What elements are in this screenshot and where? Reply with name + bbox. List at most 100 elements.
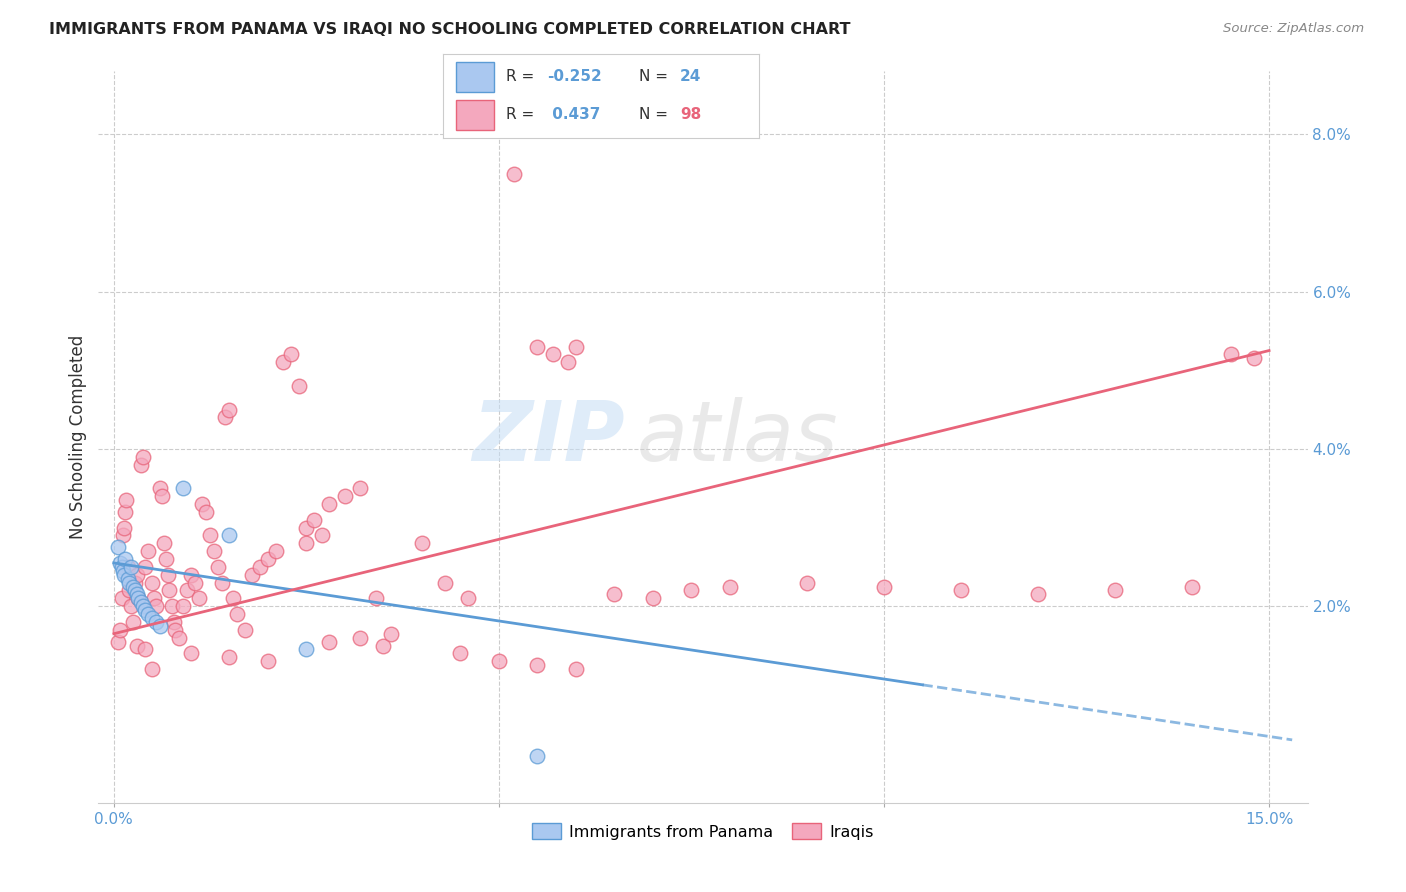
Point xyxy=(233,623,256,637)
Point xyxy=(114,552,136,566)
Point xyxy=(187,591,209,606)
Point xyxy=(211,575,233,590)
Point xyxy=(311,528,333,542)
Point xyxy=(125,639,148,653)
Point xyxy=(114,505,136,519)
Point xyxy=(565,340,588,354)
Point xyxy=(1181,580,1204,594)
Point xyxy=(681,583,703,598)
Point xyxy=(449,646,471,660)
Text: N =: N = xyxy=(640,69,673,84)
Point xyxy=(127,591,149,606)
Point xyxy=(117,559,139,574)
Point xyxy=(153,536,176,550)
Point xyxy=(115,493,138,508)
Point xyxy=(1243,351,1265,366)
Point xyxy=(172,599,194,614)
Point xyxy=(122,580,145,594)
Point xyxy=(641,591,664,606)
Point xyxy=(603,587,626,601)
Point xyxy=(191,497,214,511)
Point xyxy=(242,567,264,582)
Point xyxy=(873,580,896,594)
Point xyxy=(134,603,156,617)
Point xyxy=(160,599,183,614)
Point xyxy=(257,552,280,566)
Text: Source: ZipAtlas.com: Source: ZipAtlas.com xyxy=(1223,22,1364,36)
Text: N =: N = xyxy=(640,107,673,122)
Point xyxy=(488,654,510,668)
Point xyxy=(141,662,163,676)
Point xyxy=(112,567,135,582)
Point xyxy=(380,626,402,640)
Point xyxy=(112,564,135,578)
Point xyxy=(149,481,172,495)
Point xyxy=(349,481,371,495)
Point xyxy=(108,556,131,570)
Point xyxy=(155,552,177,566)
Point xyxy=(295,536,318,550)
Point xyxy=(718,580,741,594)
Point xyxy=(180,567,202,582)
Point xyxy=(107,540,129,554)
Point xyxy=(108,623,131,637)
Point xyxy=(124,583,146,598)
Point xyxy=(125,587,148,601)
Point xyxy=(1104,583,1126,598)
Point xyxy=(226,607,249,621)
Text: R =: R = xyxy=(506,107,540,122)
Point xyxy=(112,520,135,534)
Text: ZIP: ZIP xyxy=(472,397,624,477)
Point xyxy=(195,505,218,519)
Point xyxy=(411,536,433,550)
Point xyxy=(198,528,221,542)
Point xyxy=(129,595,152,609)
Point xyxy=(249,559,271,574)
Point xyxy=(176,583,198,598)
Point xyxy=(1026,587,1049,601)
Point xyxy=(557,355,579,369)
Point xyxy=(157,583,180,598)
Point xyxy=(526,658,548,673)
Point xyxy=(180,646,202,660)
Point xyxy=(295,520,318,534)
Point xyxy=(503,167,526,181)
Point xyxy=(120,599,142,614)
Point xyxy=(134,642,156,657)
Point xyxy=(541,347,564,361)
Point xyxy=(183,575,205,590)
Point xyxy=(129,458,152,472)
Bar xyxy=(456,62,494,92)
Point xyxy=(526,340,548,354)
Point xyxy=(318,634,340,648)
Point xyxy=(172,481,194,495)
Point xyxy=(318,497,340,511)
Point xyxy=(565,662,588,676)
Point xyxy=(202,544,225,558)
Text: atlas: atlas xyxy=(637,397,838,477)
Text: 0.437: 0.437 xyxy=(547,107,600,122)
Point xyxy=(118,575,141,590)
Point xyxy=(141,575,163,590)
Point xyxy=(373,639,395,653)
Y-axis label: No Schooling Completed: No Schooling Completed xyxy=(69,335,87,539)
Point xyxy=(132,599,155,614)
Point xyxy=(433,575,456,590)
Point xyxy=(526,748,548,763)
Legend: Immigrants from Panama, Iraqis: Immigrants from Panama, Iraqis xyxy=(526,817,880,846)
Point xyxy=(107,634,129,648)
Point xyxy=(124,575,146,590)
Point xyxy=(149,619,172,633)
Point xyxy=(257,654,280,668)
Point xyxy=(302,513,325,527)
Point xyxy=(156,567,179,582)
Point xyxy=(145,615,167,629)
Point xyxy=(333,489,356,503)
Point xyxy=(218,528,240,542)
Point xyxy=(141,611,163,625)
Point xyxy=(145,599,167,614)
Point xyxy=(222,591,245,606)
Point xyxy=(125,567,148,582)
Point xyxy=(287,379,309,393)
Point xyxy=(110,591,132,606)
